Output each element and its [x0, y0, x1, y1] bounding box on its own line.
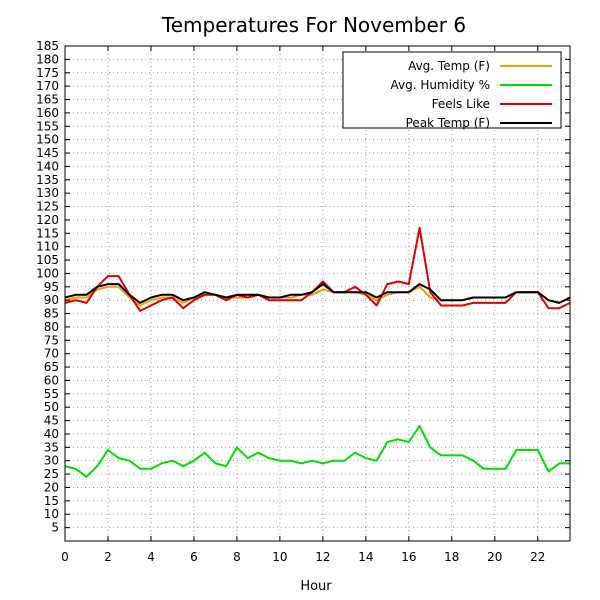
x-tick-label: 12	[315, 550, 330, 564]
y-tick-label: 20	[44, 480, 59, 494]
y-tick-label: 25	[44, 467, 59, 481]
y-tick-label: 125	[36, 200, 59, 214]
y-tick-label: 185	[36, 39, 59, 53]
x-tick-label: 6	[190, 550, 198, 564]
x-tick-label: 2	[104, 550, 112, 564]
y-tick-label: 145	[36, 146, 59, 160]
y-tick-label: 120	[36, 213, 59, 227]
y-tick-label: 175	[36, 66, 59, 80]
y-tick-label: 70	[44, 347, 59, 361]
y-tick-label: 130	[36, 186, 59, 200]
x-tick-label: 4	[147, 550, 155, 564]
y-tick-label: 75	[44, 333, 59, 347]
y-tick-label: 90	[44, 293, 59, 307]
y-tick-label: 5	[51, 521, 59, 535]
plot-frame	[64, 45, 571, 542]
y-tick-label: 55	[44, 387, 59, 401]
y-tick-label: 170	[36, 79, 59, 93]
y-tick-label: 105	[36, 253, 59, 267]
y-tick-label: 40	[44, 427, 59, 441]
y-tick-label: 35	[44, 440, 59, 454]
series-line-feels-like	[64, 226, 571, 312]
x-tick-label: 16	[401, 550, 416, 564]
grid	[64, 45, 570, 541]
legend-label-feels-like: Feels Like	[432, 97, 490, 111]
y-tick-label: 15	[44, 494, 59, 508]
y-tick-label: 45	[44, 414, 59, 428]
y-tick-label: 10	[44, 507, 59, 521]
x-axis-label: Hour	[300, 579, 332, 594]
y-tick-label: 150	[36, 133, 59, 147]
legend-label-avg-temp-f: Avg. Temp (F)	[408, 59, 490, 73]
axis-ticks: 5101520253035404550556065707580859095100…	[36, 39, 570, 564]
y-tick-label: 65	[44, 360, 59, 374]
y-tick-label: 140	[36, 159, 59, 173]
x-tick-label: 20	[487, 550, 502, 564]
series-line-peak-temp-f	[64, 283, 571, 304]
y-tick-label: 85	[44, 307, 59, 321]
x-tick-label: 0	[61, 550, 69, 564]
x-tick-label: 14	[358, 550, 373, 564]
series-line-avg-humidity	[64, 424, 570, 478]
y-tick-label: 80	[44, 320, 59, 334]
legend-label-peak-temp-f: Peak Temp (F)	[406, 116, 490, 130]
x-tick-label: 18	[444, 550, 459, 564]
y-tick-label: 60	[44, 373, 59, 387]
y-tick-label: 110	[36, 240, 59, 254]
chart-title: Temperatures For November 6	[161, 13, 466, 37]
y-tick-label: 100	[36, 266, 59, 280]
legend-box	[342, 51, 562, 129]
x-tick-label: 10	[272, 550, 287, 564]
y-tick-label: 50	[44, 400, 59, 414]
y-tick-label: 180	[36, 52, 59, 66]
plot-lines	[64, 226, 571, 478]
y-tick-label: 95	[44, 280, 59, 294]
x-tick-label: 8	[233, 550, 241, 564]
y-tick-label: 165	[36, 93, 59, 107]
y-tick-label: 160	[36, 106, 59, 120]
x-tick-label: 22	[530, 550, 545, 564]
y-tick-label: 155	[36, 119, 59, 133]
legend-label-avg-humidity: Avg. Humidity %	[391, 78, 490, 92]
legend: Avg. Temp (F) Avg. Humidity % Feels Like Pe…	[342, 51, 562, 130]
y-tick-label: 30	[44, 454, 59, 468]
y-tick-label: 115	[36, 226, 59, 240]
y-tick-label: 135	[36, 173, 59, 187]
